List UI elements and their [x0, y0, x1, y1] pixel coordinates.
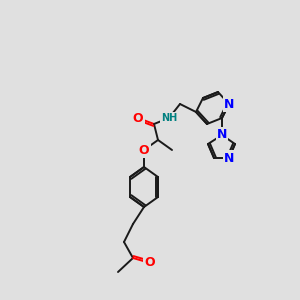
- Text: O: O: [139, 143, 149, 157]
- Text: O: O: [145, 256, 155, 269]
- Text: N: N: [224, 98, 234, 110]
- Text: NH: NH: [161, 113, 177, 123]
- Text: O: O: [133, 112, 143, 124]
- Text: N: N: [217, 128, 227, 142]
- Text: N: N: [224, 152, 234, 164]
